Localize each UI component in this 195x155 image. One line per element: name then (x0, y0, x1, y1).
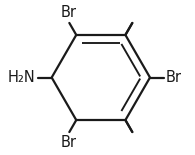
Text: Br: Br (61, 5, 77, 20)
Text: Br: Br (61, 135, 77, 150)
Text: H₂N: H₂N (8, 70, 35, 85)
Text: Br: Br (166, 70, 182, 85)
